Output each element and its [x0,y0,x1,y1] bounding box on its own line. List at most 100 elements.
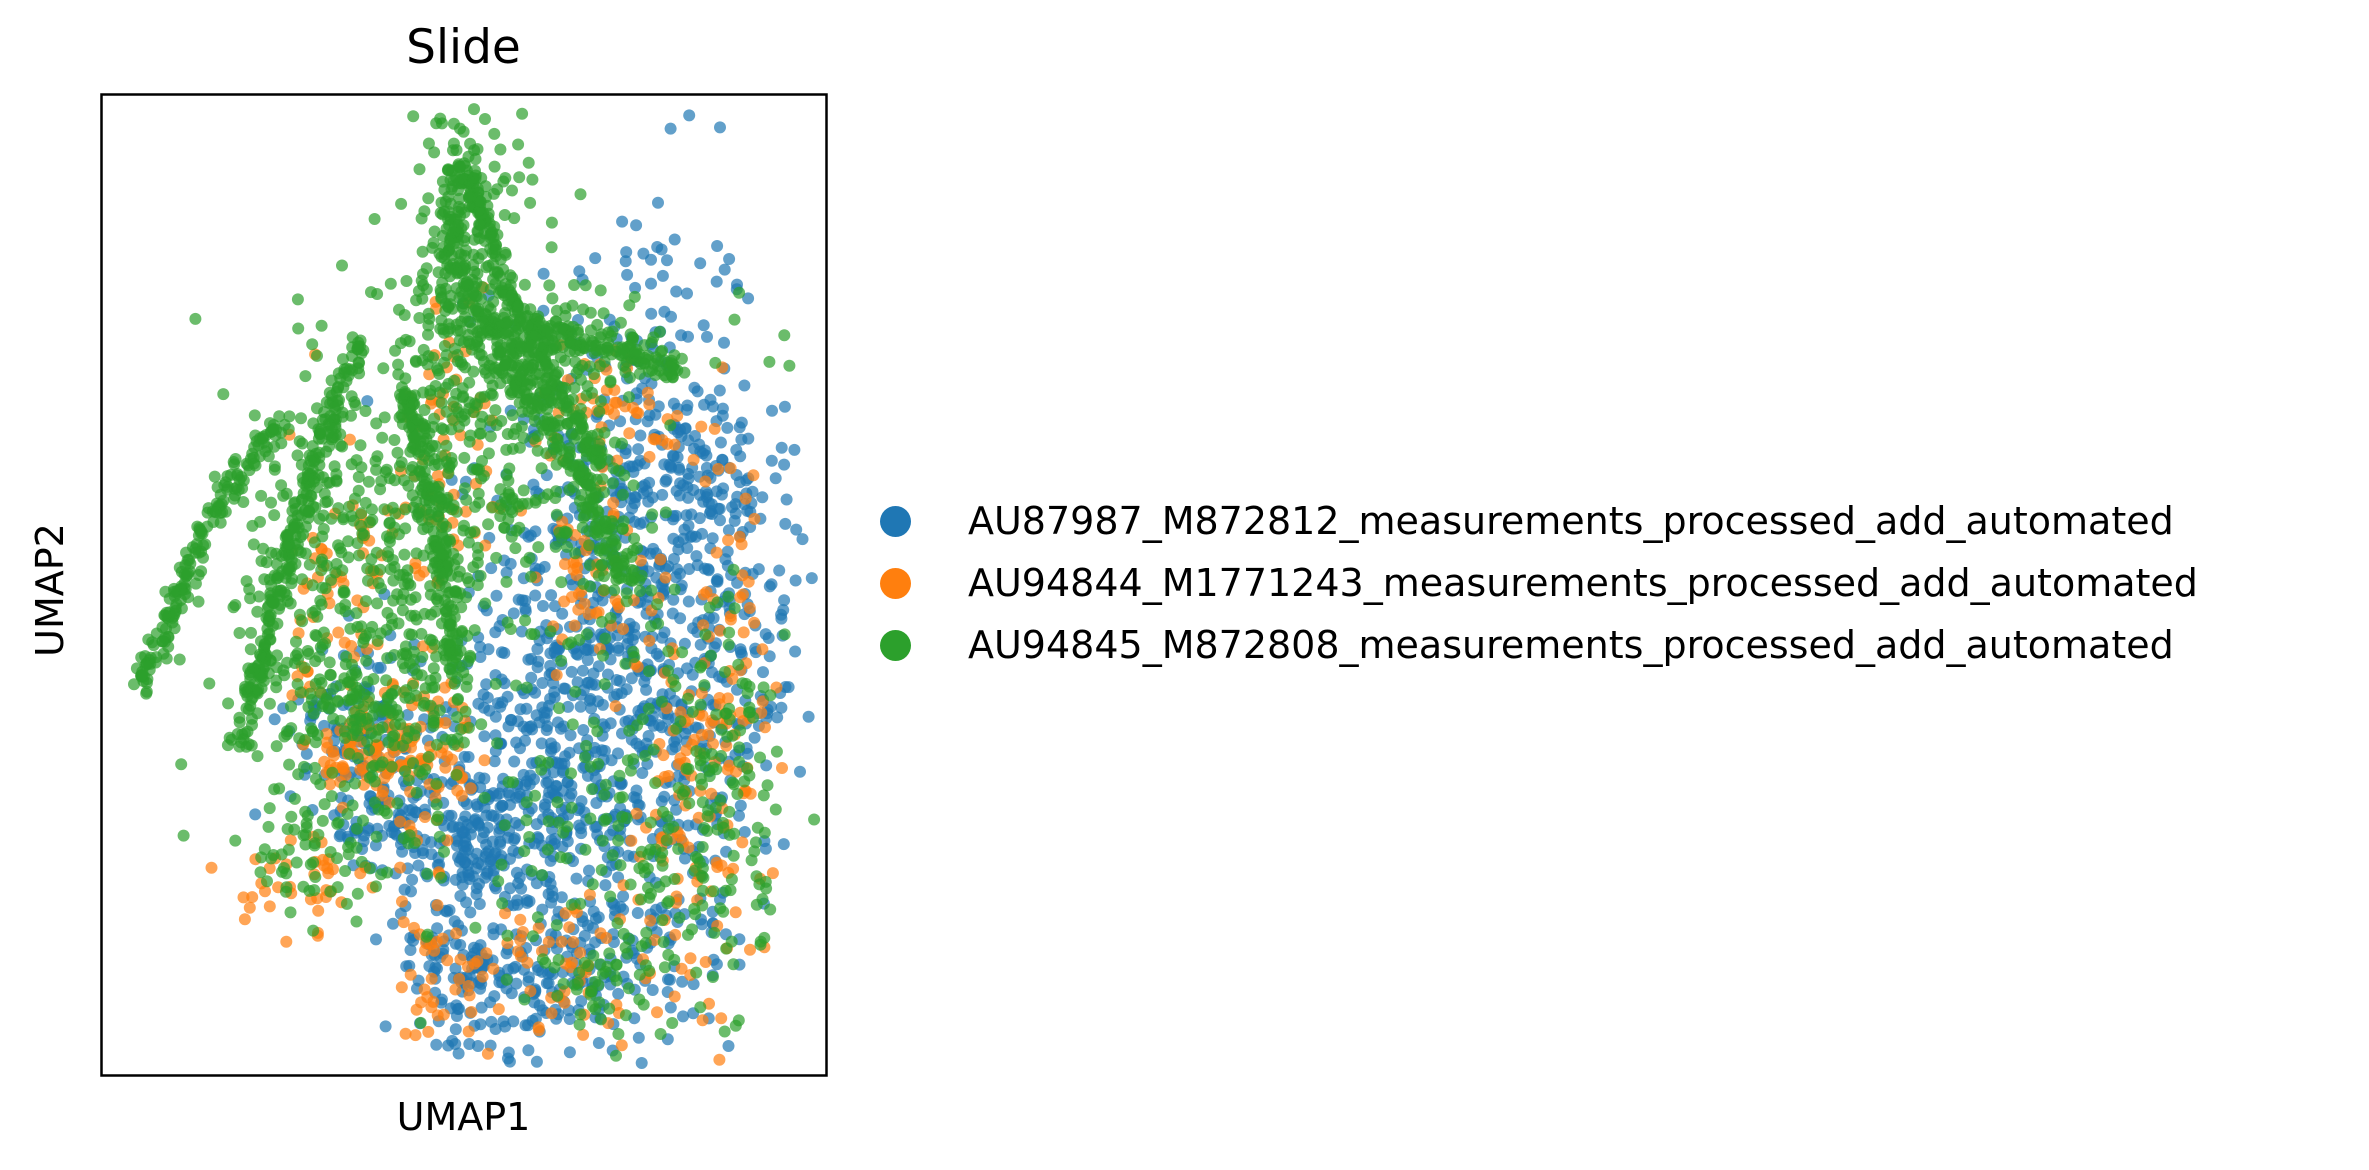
scatter-point [658,305,671,318]
scatter-point [723,253,736,265]
scatter-point [268,440,281,453]
scatter-point [541,488,554,501]
scatter-point [699,628,712,641]
scatter-point [370,417,383,430]
scatter-point [745,854,758,867]
scatter-point [639,749,652,762]
scatter-point [378,411,391,424]
scatter-point [456,382,469,395]
scatter-point [263,697,276,710]
scatter-point [620,683,633,696]
scatter-point [541,720,554,733]
scatter-point [612,834,625,847]
scatter-point [488,127,501,140]
scatter-point [569,356,582,369]
scatter-point [576,664,589,677]
scatter-point [399,691,412,704]
scatter-point [159,609,172,622]
scatter-point [524,196,537,209]
scatter-point [454,723,467,736]
scatter-point [300,747,313,760]
scatter-point [252,683,265,696]
scatter-point [316,814,329,827]
scatter-point [459,505,472,518]
scatter-point [695,420,708,433]
scatter-point [510,866,523,879]
scatter-point [332,399,345,412]
scatter-point [500,575,513,588]
scatter-point [442,163,455,176]
scatter-point [273,782,286,795]
scatter-point [542,935,555,948]
scatter-point [353,356,366,369]
scatter-point [449,937,462,950]
scatter-point [168,585,181,598]
scatter-point [502,294,515,307]
scatter-point [698,398,711,411]
scatter-point [602,668,614,681]
scatter-point [665,461,677,474]
scatter-point [621,754,634,767]
scatter-point [597,967,609,980]
scatter-point [568,432,581,445]
scatter-point [246,719,258,731]
scatter-point [714,794,727,807]
scatter-point [577,464,590,477]
scatter-point [544,854,557,867]
scatter-point [291,293,304,306]
scatter-point [298,760,310,773]
scatter-point [720,739,733,752]
scatter-point [466,463,479,476]
scatter-point [727,563,740,576]
scatter-point [446,412,459,425]
scatter-point [595,1013,607,1026]
scatter-point [245,626,257,639]
scatter-point [443,261,456,274]
scatter-point [502,1046,515,1059]
scatter-point [432,266,445,279]
scatter-point [680,762,693,775]
scatter-point [156,635,169,648]
scatter-point [459,482,471,495]
scatter-point [345,510,358,523]
scatter-point [351,594,364,607]
scatter-point [565,665,578,678]
scatter-point [448,738,461,751]
scatter-point [715,1012,728,1025]
scatter-point [679,727,692,740]
scatter-point [550,447,563,460]
scatter-point [716,402,729,415]
scatter-point [331,817,344,830]
scatter-point [366,761,379,774]
scatter-point [675,352,688,365]
scatter-point [439,761,452,774]
scatter-point [503,1055,516,1068]
scatter-point [448,213,461,226]
scatter-point [775,701,788,714]
scatter-point [629,281,642,294]
scatter-point [561,540,573,553]
scatter-point [511,894,524,907]
scatter-point [445,809,458,822]
scatter-point [489,243,502,256]
scatter-point [425,972,438,985]
scatter-point [623,391,635,404]
scatter-point [574,422,587,435]
scatter-point [130,662,143,675]
scatter-point [343,747,356,760]
scatter-point [632,1031,645,1044]
scatter-point [669,680,682,693]
scatter-point [502,720,515,733]
scatter-point [435,871,448,884]
scatter-point [360,654,373,667]
scatter-point [607,496,620,509]
scatter-point [567,936,580,948]
scatter-point [451,693,464,706]
scatter-point [750,898,763,911]
scatter-point [456,849,469,862]
scatter-point [303,884,316,897]
scatter-point [278,418,291,431]
scatter-point [569,685,582,698]
scatter-point [249,808,262,821]
scatter-point [394,861,407,874]
